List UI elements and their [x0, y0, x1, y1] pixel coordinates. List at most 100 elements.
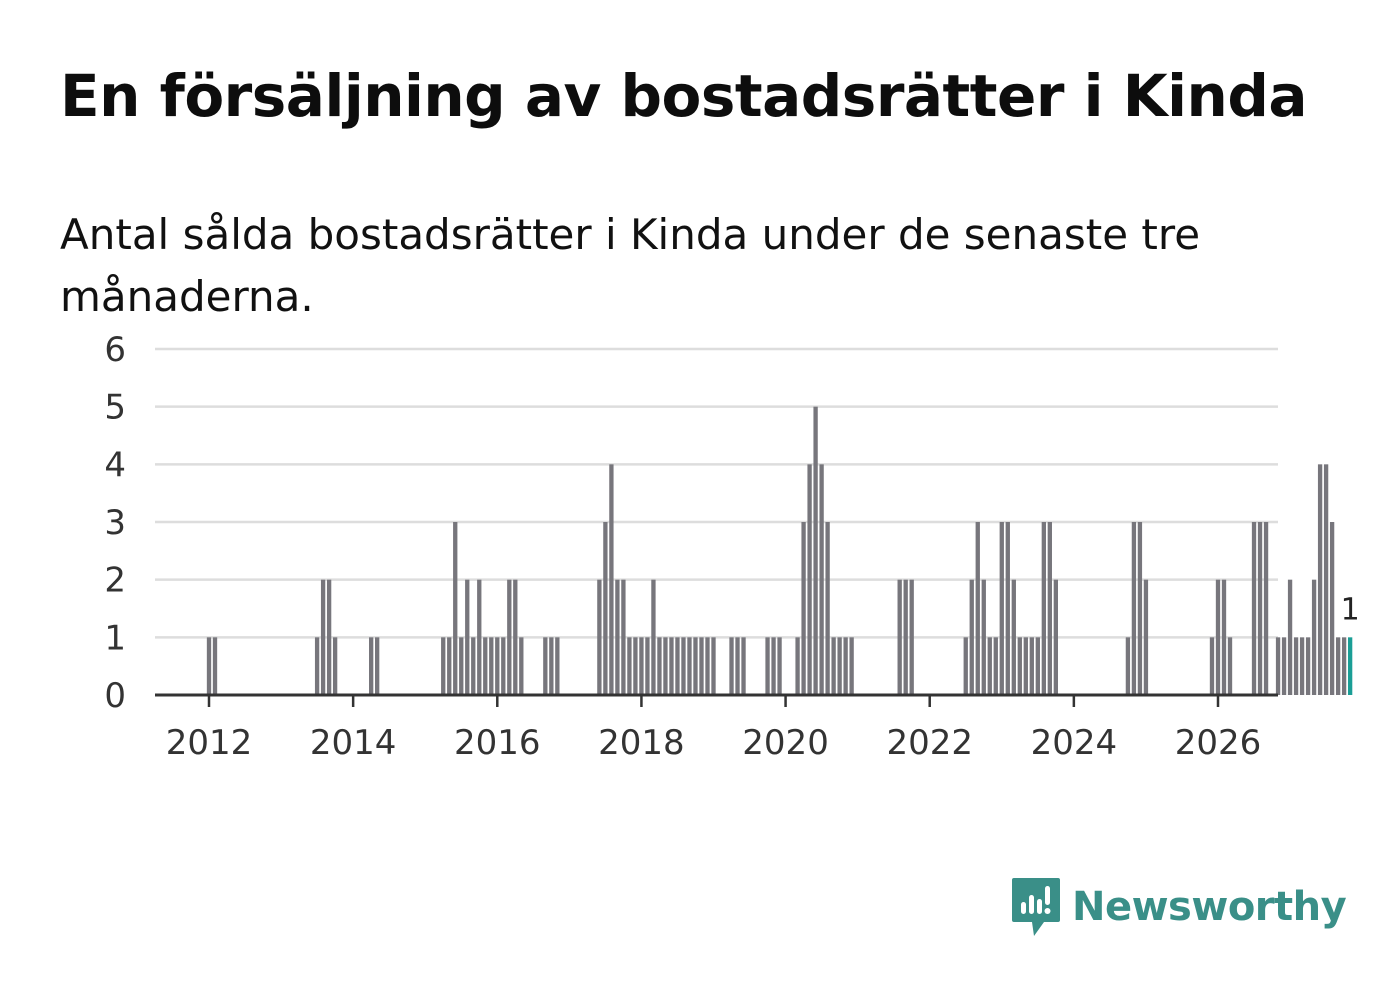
bar: [513, 579, 518, 695]
bar: [326, 579, 332, 695]
bar: [981, 579, 986, 695]
x-tick-label: 2026: [1175, 723, 1262, 763]
bar: [1053, 579, 1058, 695]
bar: [813, 406, 818, 695]
bar: [1329, 522, 1335, 695]
bar: [993, 637, 998, 695]
bar: [555, 637, 560, 695]
bar: [1137, 522, 1143, 695]
bar: [1143, 579, 1149, 695]
bar: [729, 637, 734, 695]
bar: [1215, 579, 1221, 695]
bar: [831, 637, 836, 695]
bar: [825, 522, 830, 695]
bar: [477, 579, 482, 695]
bar: [705, 637, 710, 695]
bar: [741, 637, 746, 695]
bar: [206, 637, 212, 695]
bar: [807, 464, 812, 695]
bar: [795, 637, 800, 695]
bar: [1317, 464, 1323, 695]
bar: [1257, 522, 1263, 695]
bar: [627, 637, 632, 695]
bar: [681, 637, 686, 695]
bar: [777, 637, 782, 695]
bar: [1299, 637, 1305, 695]
x-tick-label: 2020: [742, 723, 829, 763]
bar: [903, 579, 908, 695]
bar: [669, 637, 674, 695]
bar: [489, 637, 494, 695]
bar: [1251, 522, 1257, 695]
bar: [987, 637, 992, 695]
bar: [314, 637, 320, 695]
bar: [507, 579, 512, 695]
bar: [501, 637, 506, 695]
bar: [1029, 637, 1034, 695]
bar: [603, 522, 608, 695]
bar: [837, 637, 842, 695]
bar: [609, 464, 614, 695]
bar: [495, 637, 500, 695]
highlight-bar: [1347, 637, 1353, 695]
y-tick-label: 6: [104, 330, 126, 370]
bar: [639, 637, 644, 695]
bar-chart: 0 1 2 3 4 5 6 2012 2014 2016 2018 2020 2022 2024 2026 1: [104, 330, 1360, 763]
bar: [1293, 637, 1299, 695]
bar: [519, 637, 524, 695]
x-tick-label: 2024: [1031, 723, 1118, 763]
bar: [1017, 637, 1022, 695]
bar: [212, 637, 218, 695]
bar: [711, 637, 716, 695]
bar: [1275, 637, 1281, 695]
bar: [1041, 522, 1046, 695]
chart-title: En försäljning av bostadsrätter i Kinda: [60, 62, 1307, 130]
x-tick-label: 2014: [310, 723, 397, 763]
y-tick-label: 1: [104, 618, 126, 658]
bar: [447, 637, 452, 695]
bar: [819, 464, 824, 695]
y-tick-label: 4: [104, 445, 126, 485]
bar: [843, 637, 848, 695]
brand-logo: Newsworthy: [1010, 876, 1347, 938]
x-tick-label: 2022: [886, 723, 973, 763]
bar: [735, 637, 740, 695]
y-tick-label: 0: [104, 676, 126, 716]
bar: [999, 522, 1004, 695]
bar: [483, 637, 488, 695]
x-tick-label: 2016: [454, 723, 541, 763]
bar: [1281, 637, 1287, 695]
bar: [651, 579, 656, 695]
bar: [897, 579, 902, 695]
bar: [1263, 522, 1269, 695]
bar: [320, 579, 326, 695]
bar: [375, 637, 380, 695]
bar: [771, 637, 776, 695]
bar: [687, 637, 692, 695]
highlight-value-label: 1: [1341, 592, 1360, 627]
bar: [909, 579, 914, 695]
bar: [332, 637, 338, 695]
newsworthy-logo-icon: [1012, 878, 1060, 936]
bar: [657, 637, 662, 695]
bar: [453, 522, 458, 695]
bar: [1227, 637, 1233, 695]
bar: [663, 637, 668, 695]
bar: [1023, 637, 1028, 695]
bar: [441, 637, 446, 695]
bar: [1221, 579, 1227, 695]
bar: [675, 637, 680, 695]
bar: [1209, 637, 1215, 695]
bar: [597, 579, 602, 695]
bar: [1011, 579, 1016, 695]
bar: [471, 637, 476, 695]
bar: [1047, 522, 1052, 695]
chart-subtitle: Antal sålda bostadsrätter i Kinda under …: [60, 210, 1201, 321]
bar: [1287, 579, 1293, 695]
bar: [1335, 637, 1341, 695]
bar: [1131, 522, 1137, 695]
bar: [459, 637, 464, 695]
y-tick-label: 2: [104, 561, 126, 601]
bar: [963, 637, 968, 695]
bar: [801, 522, 806, 695]
